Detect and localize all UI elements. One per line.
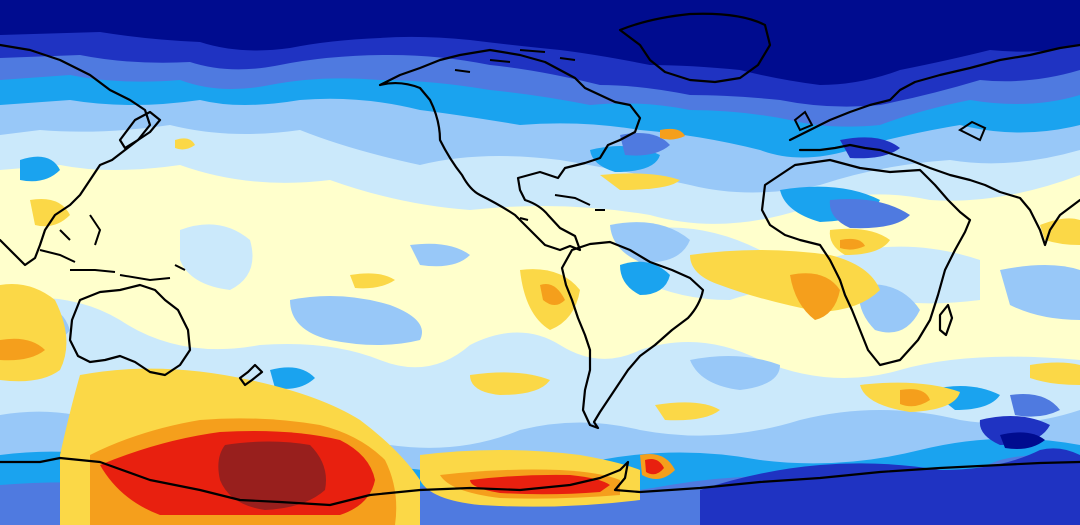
- coastline-antarctica: [0, 456, 1080, 507]
- coastline-canadian-archipelago: [454, 49, 576, 73]
- coastline-svalbard: [958, 120, 987, 142]
- field-level-dark-red: [218, 441, 326, 510]
- coastline-maritime-continent: [39, 214, 186, 282]
- coastline-new-zealand: [238, 363, 264, 387]
- coastline-british-isles: [793, 110, 814, 132]
- coastline-greenland: [618, 12, 772, 84]
- coastline-africa: [760, 158, 972, 367]
- coastline-eurasia: [0, 43, 1080, 267]
- coastline-south-america: [560, 240, 705, 430]
- coastline-japan: [118, 110, 162, 150]
- coastline-caribbean: [519, 194, 605, 221]
- coastline-madagascar: [938, 303, 954, 337]
- coastline-north-america: [378, 48, 642, 252]
- coastline-australia: [68, 283, 192, 377]
- coastlines: [0, 12, 1080, 507]
- field-level-navy: [0, 0, 1080, 449]
